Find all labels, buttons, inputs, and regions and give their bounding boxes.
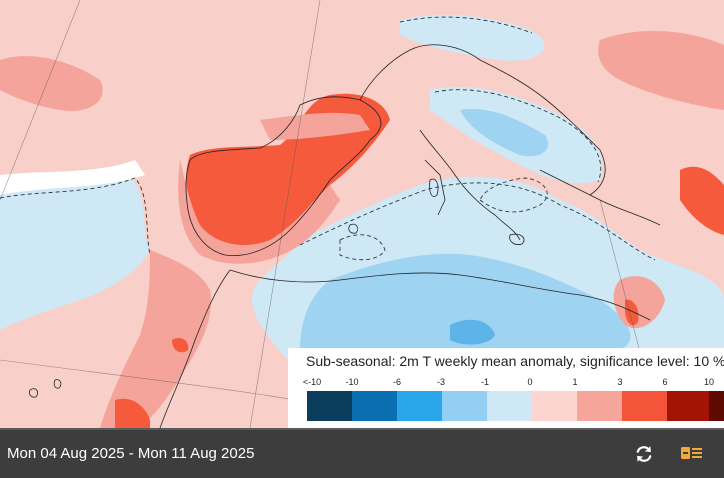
significance-contours	[0, 16, 656, 261]
legend-tick: 0	[527, 377, 533, 387]
legend-panel: Sub-seasonal: 2m T weekly mean anomaly, …	[288, 348, 724, 428]
legend-swatch	[622, 391, 667, 421]
legend-tick: 3	[617, 377, 623, 387]
legend-tick: -1	[480, 377, 490, 387]
refresh-icon	[636, 446, 652, 462]
legend-swatch	[532, 391, 577, 421]
legend-tick: <-10	[302, 377, 322, 387]
legend-swatch	[442, 391, 487, 421]
refresh-button[interactable]	[630, 440, 658, 468]
legend-toggle-button[interactable]	[678, 440, 706, 468]
legend-tick: -10	[345, 377, 359, 387]
legend-list-icon	[681, 447, 702, 459]
mediterranean-light-blue	[300, 253, 631, 350]
legend-tick: -6	[392, 377, 402, 387]
atlantic-cool-region	[0, 175, 150, 330]
legend-swatch	[667, 391, 709, 421]
legend-tick: 10	[703, 377, 715, 387]
anomaly-map[interactable]	[0, 0, 724, 428]
west-africa-hot-spot	[115, 398, 150, 428]
legend-swatch	[577, 391, 622, 421]
eastern-warm-patch	[598, 30, 724, 111]
legend-tick: 6	[662, 377, 668, 387]
legend-title: Sub-seasonal: 2m T weekly mean anomaly, …	[306, 353, 724, 369]
legend-tick: -3	[436, 377, 446, 387]
atlantic-white-band	[0, 160, 145, 195]
islands	[28, 178, 525, 398]
aegean-warm-patch	[680, 166, 724, 235]
balkans-light-blue	[460, 109, 549, 157]
west-africa-warm-band	[100, 250, 211, 428]
southeast-hot-patch	[625, 299, 639, 326]
legend-swatch	[709, 391, 724, 421]
footer-divider	[0, 428, 724, 430]
iberia-warm-halo	[178, 160, 340, 264]
footer-bar: Mon 04 Aug 2025 - Mon 11 Aug 2025	[0, 428, 724, 478]
france-warm-patch	[260, 112, 370, 140]
legend-swatch	[352, 391, 397, 421]
legend-swatch	[307, 391, 352, 421]
atlantic-warm-band	[0, 56, 103, 111]
legend-swatch	[397, 391, 442, 421]
north-europe-cool-patch	[400, 14, 545, 61]
coastlines	[159, 44, 661, 428]
legend-swatch	[487, 391, 532, 421]
north-africa-blue-core	[450, 319, 495, 345]
legend-tick: 1	[572, 377, 578, 387]
date-range-label: Mon 04 Aug 2025 - Mon 11 Aug 2025	[7, 445, 255, 462]
west-africa-hot-spot-2	[172, 338, 189, 353]
